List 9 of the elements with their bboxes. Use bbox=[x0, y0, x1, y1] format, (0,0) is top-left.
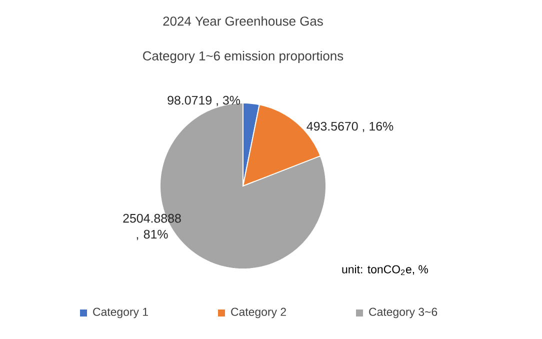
data-label: 98.0719 , 3% bbox=[168, 96, 240, 106]
legend-label: Category 2 bbox=[231, 308, 286, 318]
chart-subtitle: Category 1~6 emission proportions bbox=[143, 50, 344, 64]
legend-label: Category 3~6 bbox=[369, 308, 438, 318]
data-label: 493.5670 , 16% bbox=[306, 122, 394, 132]
legend-label: Category 1 bbox=[93, 308, 148, 318]
text: unit: tonCO$_{2}$e, % bbox=[342, 264, 428, 276]
data-label: 2504.8888 , 81% bbox=[123, 214, 181, 240]
chart-title: 2024 Year Greenhouse Gas bbox=[163, 16, 323, 26]
